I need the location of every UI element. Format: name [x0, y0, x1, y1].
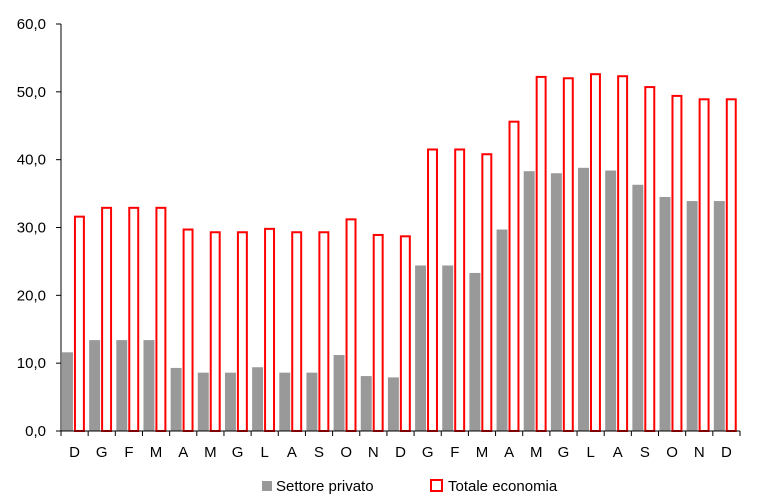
legend-swatch-settore-privato: [262, 481, 272, 491]
bar-totale-economia: [508, 120, 520, 433]
x-category-label: M: [476, 444, 489, 461]
y-tick-label: 0,0: [25, 423, 46, 440]
bar-totale-economia: [562, 77, 574, 433]
y-tick-label: 50,0: [17, 84, 46, 101]
bar-totale-economia: [454, 148, 466, 433]
bar-totale-economia: [101, 206, 113, 432]
x-category-label: D: [69, 444, 80, 461]
bar-totale-economia: [372, 233, 384, 432]
bar-settore-privato: [62, 352, 73, 431]
bar-settore-privato: [197, 372, 209, 431]
y-axis: 0,0 10,0 20,0 30,0 40,0 50,0 60,0: [17, 16, 62, 440]
bar-totale-economia: [209, 231, 221, 432]
bar-settore-privato: [469, 272, 481, 431]
bar-settore-privato: [387, 377, 399, 431]
bar-totale-economia: [264, 227, 276, 432]
bar-totale-economia: [427, 148, 438, 433]
x-category-label: F: [450, 444, 459, 461]
legend-label-settore-privato: Settore privato: [276, 478, 374, 495]
bar-settore-privato: [116, 340, 128, 431]
bar-settore-privato: [496, 229, 508, 431]
bar-totale-economia: [155, 206, 167, 432]
x-category-label: N: [694, 444, 705, 461]
x-category-label: A: [287, 444, 297, 461]
bar-totale-economia: [128, 206, 140, 432]
bar-settore-privato: [686, 201, 698, 431]
x-category-label: F: [124, 444, 133, 461]
x-category-label: S: [640, 444, 650, 461]
x-category-label: A: [613, 444, 623, 461]
y-tick-label: 60,0: [17, 16, 46, 33]
x-category-label: G: [558, 444, 570, 461]
bar-totale-economia: [345, 218, 357, 432]
x-category-label: L: [261, 444, 269, 461]
x-category-label: A: [504, 444, 514, 461]
bar-settore-privato: [415, 265, 427, 431]
y-tick-label: 40,0: [17, 152, 46, 169]
bar-settore-privato: [523, 171, 535, 431]
bar-settore-privato: [89, 340, 101, 431]
bar-settore-privato: [605, 170, 617, 431]
bar-totale-economia: [671, 94, 683, 433]
y-tick-label: 30,0: [17, 220, 46, 237]
bar-settore-privato: [279, 372, 291, 431]
x-category-label: A: [178, 444, 188, 461]
x-category-label: D: [395, 444, 406, 461]
bar-settore-privato: [143, 340, 155, 431]
x-category-label: N: [368, 444, 379, 461]
bar-settore-privato: [632, 184, 644, 431]
y-tick-label: 10,0: [17, 355, 46, 372]
x-category-label: G: [232, 444, 244, 461]
bar-totale-economia: [399, 235, 411, 432]
bar-settore-privato: [578, 167, 589, 431]
bar-settore-privato: [333, 355, 345, 431]
bar-settore-privato: [659, 196, 671, 431]
bar-settore-privato: [306, 372, 318, 431]
bar-totale-economia: [318, 231, 330, 432]
bar-totale-economia: [698, 98, 710, 433]
bar-totale-economia: [481, 153, 493, 433]
legend-label-totale-economia: Totale economia: [448, 478, 558, 495]
x-category-label: O: [666, 444, 678, 461]
y-tick-label: 20,0: [17, 287, 46, 304]
plot-area: [62, 73, 737, 433]
x-category-label: S: [314, 444, 324, 461]
bar-settore-privato: [224, 372, 236, 431]
bar-totale-economia: [589, 73, 601, 432]
x-category-label: G: [96, 444, 108, 461]
bar-settore-privato: [170, 367, 182, 431]
bar-settore-privato: [550, 173, 562, 432]
x-category-label: M: [150, 444, 163, 461]
bar-settore-privato: [442, 265, 454, 431]
bar-totale-economia: [236, 231, 248, 432]
x-category-label: M: [530, 444, 543, 461]
x-category-label: M: [204, 444, 217, 461]
legend: Settore privato Totale economia: [262, 478, 558, 495]
bar-totale-economia: [291, 231, 303, 432]
x-category-label: L: [586, 444, 594, 461]
x-category-label: O: [340, 444, 352, 461]
bar-totale-economia: [617, 75, 629, 432]
bar-settore-privato: [713, 201, 725, 431]
bar-settore-privato: [252, 367, 264, 431]
bar-totale-economia: [182, 228, 194, 432]
x-category-label: D: [721, 444, 732, 461]
bar-totale-economia: [73, 215, 85, 432]
bar-totale-economia: [535, 75, 547, 432]
bar-totale-economia: [644, 86, 656, 433]
bar-settore-privato: [360, 376, 372, 431]
x-category-label: G: [422, 444, 434, 461]
legend-swatch-totale-economia: [430, 479, 443, 492]
bar-totale-economia: [725, 98, 737, 433]
